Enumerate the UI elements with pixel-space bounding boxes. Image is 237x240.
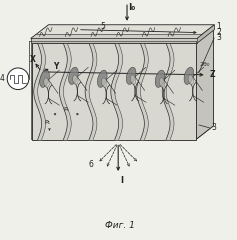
Polygon shape	[32, 30, 50, 140]
Text: X: X	[30, 55, 36, 64]
Polygon shape	[137, 43, 148, 140]
Ellipse shape	[68, 67, 78, 84]
Polygon shape	[31, 25, 214, 38]
Polygon shape	[32, 43, 196, 140]
Text: Фиг. 1: Фиг. 1	[105, 221, 135, 230]
Polygon shape	[101, 122, 108, 140]
Polygon shape	[59, 43, 71, 140]
Polygon shape	[85, 43, 97, 140]
Polygon shape	[167, 122, 188, 128]
Ellipse shape	[130, 75, 136, 84]
Polygon shape	[34, 122, 55, 128]
Polygon shape	[34, 43, 46, 140]
Text: I: I	[120, 176, 123, 185]
Text: 5: 5	[100, 22, 105, 31]
Text: Pₛ: Pₛ	[63, 107, 69, 112]
Polygon shape	[31, 38, 197, 43]
Ellipse shape	[44, 78, 49, 88]
Circle shape	[7, 68, 29, 90]
Polygon shape	[114, 122, 134, 128]
Ellipse shape	[126, 67, 136, 84]
Polygon shape	[31, 38, 197, 42]
Text: 1: 1	[216, 22, 221, 31]
Polygon shape	[162, 43, 174, 140]
Polygon shape	[87, 122, 108, 128]
Ellipse shape	[159, 78, 165, 88]
Ellipse shape	[184, 67, 194, 84]
Polygon shape	[47, 122, 55, 140]
Ellipse shape	[40, 70, 49, 87]
Polygon shape	[127, 122, 134, 140]
Polygon shape	[74, 122, 81, 140]
Text: I₀: I₀	[128, 3, 135, 12]
Text: Y: Y	[53, 62, 59, 72]
Text: Z: Z	[210, 70, 215, 79]
Polygon shape	[60, 122, 81, 128]
Polygon shape	[111, 43, 123, 140]
Text: 4: 4	[0, 74, 4, 83]
Polygon shape	[31, 34, 202, 38]
Ellipse shape	[97, 70, 107, 87]
Ellipse shape	[188, 75, 194, 84]
Text: 2: 2	[216, 28, 221, 37]
Text: 2θ₀: 2θ₀	[199, 61, 210, 66]
Polygon shape	[196, 30, 214, 140]
Ellipse shape	[73, 75, 78, 84]
Polygon shape	[32, 126, 214, 140]
Polygon shape	[154, 122, 161, 140]
Text: 3: 3	[211, 123, 216, 132]
Ellipse shape	[155, 70, 165, 87]
Text: P₁: P₁	[45, 120, 51, 126]
Ellipse shape	[101, 78, 107, 88]
Polygon shape	[141, 122, 161, 128]
Text: 3: 3	[216, 33, 221, 42]
Polygon shape	[181, 122, 188, 140]
Polygon shape	[197, 25, 214, 43]
Text: 6: 6	[88, 160, 93, 169]
